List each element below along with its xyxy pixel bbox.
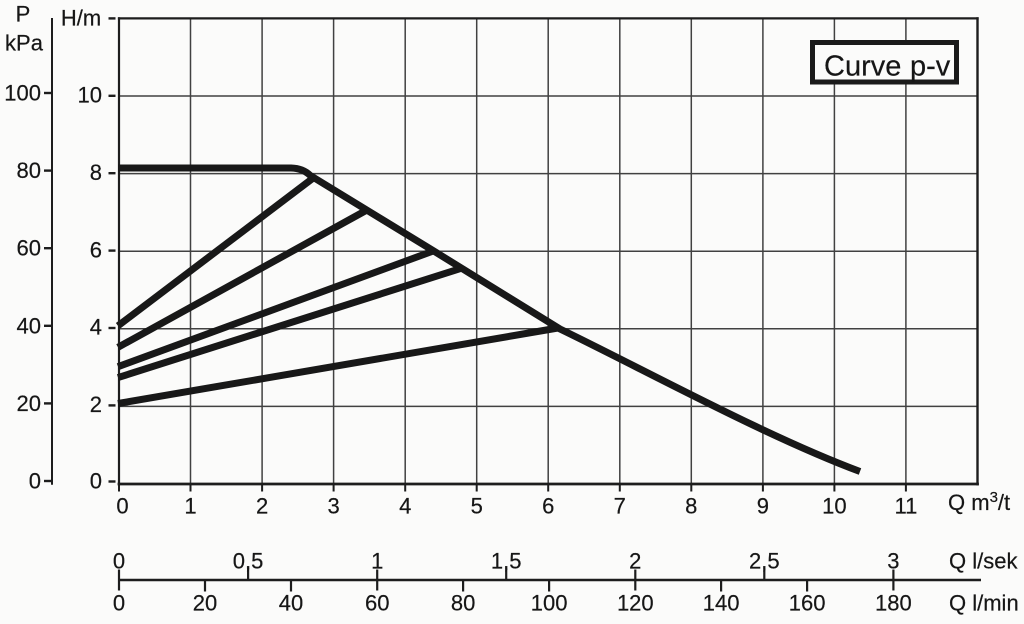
svg-text:140: 140 — [703, 591, 740, 616]
svg-text:6: 6 — [542, 494, 554, 519]
svg-text:H/m: H/m — [61, 6, 101, 31]
svg-text:1,5: 1,5 — [491, 549, 522, 574]
svg-text:10: 10 — [822, 494, 846, 519]
svg-text:20: 20 — [193, 591, 217, 616]
svg-text:60: 60 — [365, 591, 389, 616]
svg-text:7: 7 — [614, 494, 626, 519]
svg-text:4: 4 — [90, 315, 102, 340]
svg-text:1: 1 — [371, 549, 383, 574]
svg-text:1: 1 — [184, 494, 196, 519]
svg-text:2,5: 2,5 — [749, 549, 780, 574]
svg-text:3: 3 — [327, 494, 339, 519]
svg-text:20: 20 — [17, 391, 41, 416]
svg-text:80: 80 — [17, 158, 41, 183]
svg-text:P: P — [16, 2, 31, 27]
svg-text:p-v: p-v — [910, 51, 951, 83]
svg-text:100: 100 — [4, 81, 41, 106]
svg-text:8: 8 — [685, 494, 697, 519]
svg-text:Q m3/t: Q m3/t — [948, 489, 1010, 515]
svg-text:2: 2 — [629, 549, 641, 574]
svg-text:3: 3 — [887, 549, 899, 574]
svg-text:40: 40 — [17, 313, 41, 338]
svg-text:180: 180 — [875, 591, 912, 616]
svg-text:0: 0 — [29, 469, 41, 494]
svg-text:9: 9 — [757, 494, 769, 519]
svg-text:100: 100 — [531, 591, 568, 616]
svg-text:80: 80 — [451, 591, 475, 616]
svg-text:4: 4 — [399, 494, 411, 519]
svg-text:160: 160 — [789, 591, 826, 616]
svg-text:8: 8 — [90, 160, 102, 185]
svg-text:0: 0 — [113, 591, 125, 616]
svg-text:Q l/min: Q l/min — [949, 591, 1019, 616]
svg-text:0: 0 — [113, 549, 125, 574]
svg-text:2: 2 — [256, 494, 268, 519]
svg-text:0,5: 0,5 — [233, 549, 264, 574]
svg-text:Curve: Curve — [824, 51, 901, 83]
svg-text:0: 0 — [90, 469, 102, 494]
svg-text:Q l/sek: Q l/sek — [949, 549, 1018, 574]
svg-text:11: 11 — [894, 494, 917, 519]
svg-text:5: 5 — [471, 494, 483, 519]
svg-text:120: 120 — [617, 591, 654, 616]
svg-text:40: 40 — [279, 591, 303, 616]
svg-text:2: 2 — [90, 392, 102, 417]
svg-text:6: 6 — [90, 237, 102, 262]
svg-text:kPa: kPa — [5, 31, 44, 56]
svg-text:60: 60 — [17, 236, 41, 261]
svg-text:0: 0 — [116, 494, 128, 519]
svg-text:10: 10 — [78, 83, 102, 108]
